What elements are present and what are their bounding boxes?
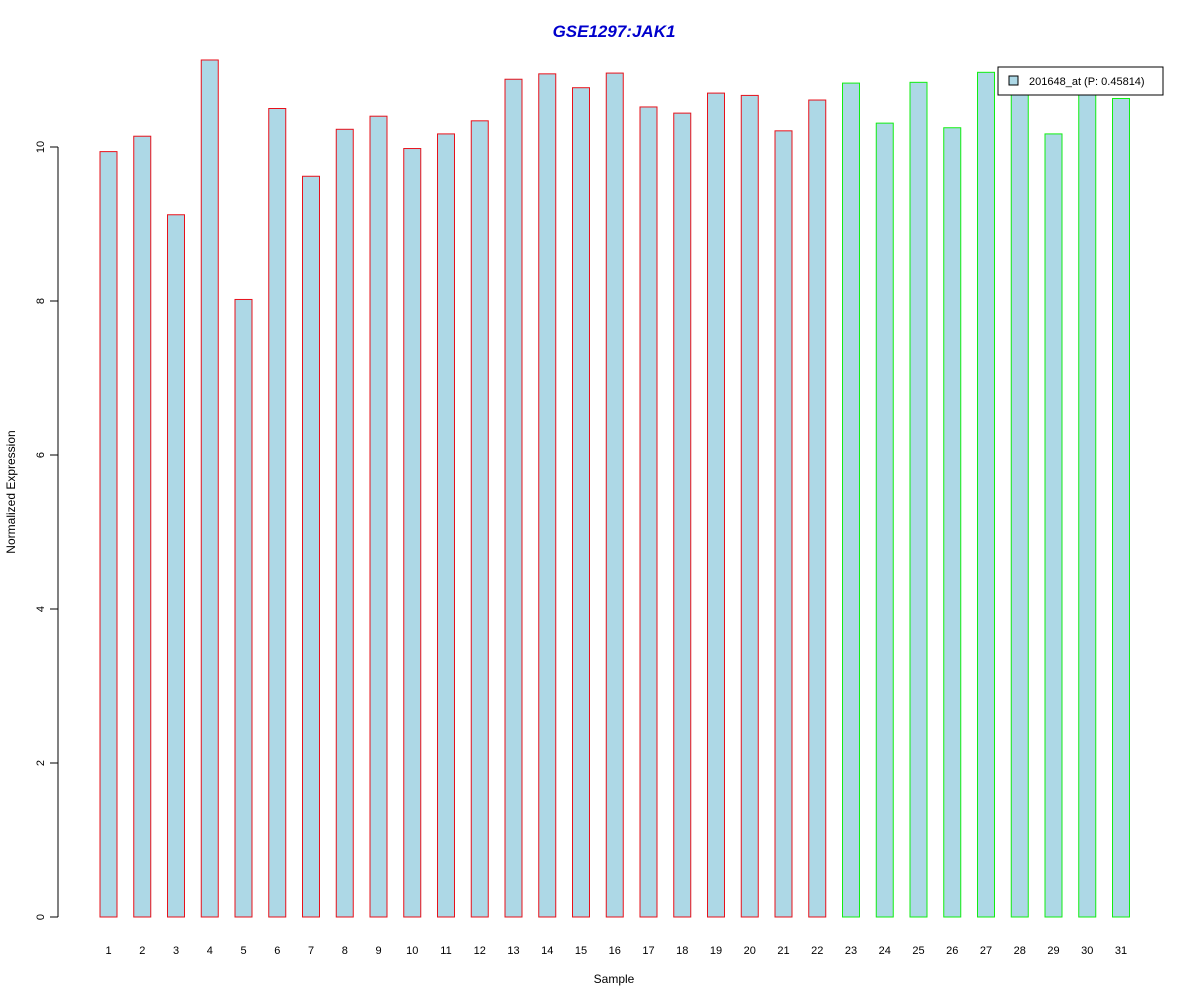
bar-sample-29 [1044, 133, 1063, 918]
x-tick-label: 21 [777, 945, 789, 957]
x-tick-label: 9 [375, 945, 381, 957]
x-tick-label: 26 [946, 945, 958, 957]
x-tick-label: 31 [1115, 945, 1127, 957]
bar-sample-22 [808, 99, 827, 918]
x-tick-label: 12 [474, 945, 486, 957]
bar-sample-3 [167, 214, 185, 918]
bar-sample-20 [740, 94, 759, 918]
bar-sample-30 [1078, 94, 1097, 918]
y-tick-label: 10 [35, 141, 47, 153]
bar-sample-1 [99, 151, 118, 918]
x-tick-label: 2 [139, 945, 145, 957]
bar-sample-26 [943, 127, 962, 918]
x-tick-label: 20 [744, 945, 756, 957]
bar-sample-21 [774, 130, 793, 918]
x-tick-label: 15 [575, 945, 587, 957]
bar-sample-24 [875, 122, 894, 918]
x-tick-label: 25 [912, 945, 924, 957]
bar-sample-10 [403, 148, 422, 918]
bar-sample-14 [538, 73, 557, 918]
y-tick-label: 2 [35, 760, 47, 766]
bar-sample-27 [977, 71, 995, 918]
y-axis: 0 2 4 6 8 10 [35, 141, 59, 920]
bar-sample-7 [302, 175, 320, 918]
bar-sample-28 [1010, 91, 1029, 918]
bar-sample-12 [470, 120, 489, 918]
x-axis-title: Sample [594, 972, 635, 986]
x-tick-label: 7 [308, 945, 314, 957]
bar-sample-16 [605, 72, 624, 918]
x-tick-label: 6 [274, 945, 280, 957]
x-tick-label: 30 [1081, 945, 1093, 957]
y-tick-label: 8 [35, 298, 47, 304]
y-tick-label: 4 [35, 606, 47, 612]
legend-box [997, 66, 1164, 96]
y-tick-label: 0 [35, 914, 47, 920]
x-tick-label: 27 [980, 945, 992, 957]
bar-sample-15 [572, 87, 590, 918]
x-tick-label: 29 [1047, 945, 1059, 957]
legend: 201648_at (P: 0.45814) [997, 66, 1164, 96]
x-tick-labels: 1 2 3 4 5 6 7 8 9 10 11 12 13 14 15 16 17 18 19 20 21 22 23 24 2… [105, 945, 1127, 957]
x-tick-label: 22 [811, 945, 823, 957]
bar-sample-6 [268, 108, 287, 918]
bar-sample-5 [234, 298, 253, 918]
x-tick-label: 13 [507, 945, 519, 957]
x-tick-label: 14 [541, 945, 553, 957]
bar-sample-23 [842, 82, 860, 918]
bar-sample-2 [133, 135, 152, 918]
legend-label: 201648_at (P: 0.45814) [1029, 76, 1145, 88]
x-tick-label: 16 [609, 945, 621, 957]
y-tick-label: 6 [35, 452, 47, 458]
bar-sample-25 [909, 81, 928, 918]
y-axis-title: Normalized Expression [4, 430, 18, 553]
x-tick-label: 8 [342, 945, 348, 957]
x-tick-label: 1 [105, 945, 111, 957]
bar-sample-8 [335, 128, 354, 918]
x-tick-label: 28 [1014, 945, 1026, 957]
bar-sample-9 [369, 115, 388, 918]
bar-sample-11 [437, 133, 455, 918]
bar-sample-4 [200, 59, 219, 918]
bar-sample-18 [673, 112, 692, 918]
bar-sample-31 [1112, 97, 1130, 918]
x-tick-label: 18 [676, 945, 688, 957]
x-tick-label: 3 [173, 945, 179, 957]
x-tick-label: 4 [207, 945, 213, 957]
bar-sample-17 [639, 106, 658, 918]
chart-title: GSE1297:JAK1 [553, 22, 676, 41]
x-tick-label: 19 [710, 945, 722, 957]
bars [99, 59, 1130, 918]
x-tick-label: 23 [845, 945, 857, 957]
x-tick-label: 10 [406, 945, 418, 957]
x-tick-label: 11 [440, 945, 451, 957]
bar-sample-19 [707, 92, 725, 918]
bar-sample-13 [504, 78, 523, 918]
x-tick-label: 5 [240, 945, 246, 957]
legend-swatch [1008, 75, 1019, 86]
x-tick-label: 17 [642, 945, 654, 957]
x-tick-label: 24 [879, 945, 891, 957]
